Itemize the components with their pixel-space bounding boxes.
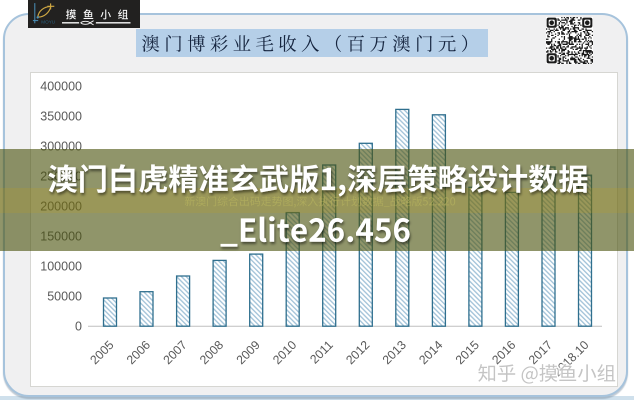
svg-text:2005: 2005 <box>87 338 116 367</box>
svg-text:2015: 2015 <box>453 338 482 367</box>
svg-text:50000: 50000 <box>47 289 82 303</box>
svg-text:100000: 100000 <box>40 260 82 274</box>
svg-text:2014: 2014 <box>416 338 445 367</box>
svg-text:2006: 2006 <box>124 338 153 367</box>
svg-text:0: 0 <box>75 319 82 333</box>
svg-text:350000: 350000 <box>40 110 82 124</box>
svg-text:2009: 2009 <box>234 338 263 367</box>
svg-text:2017: 2017 <box>526 338 555 367</box>
svg-text:2016: 2016 <box>489 338 518 367</box>
svg-text:2011: 2011 <box>307 338 336 367</box>
svg-text:2012: 2012 <box>343 338 372 367</box>
svg-text:2013: 2013 <box>380 338 409 367</box>
svg-text:2007: 2007 <box>160 338 189 367</box>
svg-text:MOYU: MOYU <box>41 19 55 24</box>
svg-text:2008: 2008 <box>197 338 226 367</box>
svg-text:2010: 2010 <box>270 338 299 367</box>
svg-text:400000: 400000 <box>40 80 82 94</box>
